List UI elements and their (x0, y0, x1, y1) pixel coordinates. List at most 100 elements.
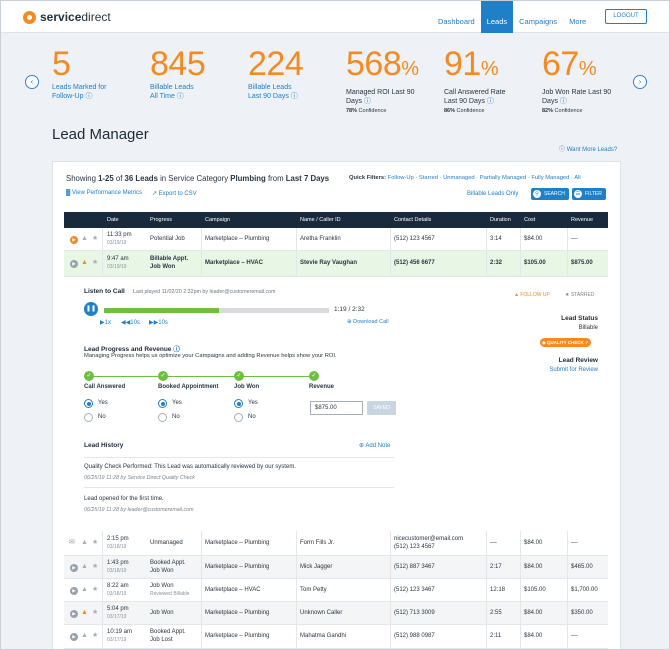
cell-cost: $84.00 (524, 610, 543, 616)
follow-up-icon[interactable]: ▲ (81, 539, 88, 546)
play-icon[interactable]: ▶ (70, 260, 78, 268)
step-check-icon: ✓ (158, 371, 168, 381)
table-row[interactable]: ✉ ▲ ★ 2:15 pm 03/18/19 Unmanaged Marketpl… (64, 531, 608, 556)
star-icon[interactable]: ★ (92, 235, 99, 242)
stat-billable-all[interactable]: 845 Billable Leads All Time ⓘ (150, 45, 206, 101)
logout-button[interactable]: LOGOUT (605, 9, 647, 24)
play-icon[interactable]: ▶ (70, 610, 78, 618)
info-icon[interactable]: ⓘ (173, 346, 180, 353)
table-row[interactable]: ▶ ▲ ★ 1:43 pm 03/18/19 Booked Appt. Job Wo… (64, 556, 608, 579)
nav-dashboard[interactable]: Dashboard (438, 17, 475, 26)
col-cost[interactable]: Cost (524, 217, 536, 223)
call-answered-yes-radio[interactable] (84, 399, 93, 408)
table-row-selected[interactable]: ▶ ▲ ★ 9:47 am 03/19/19 Billable Appt. Job … (64, 251, 608, 277)
job-won-no-radio[interactable] (234, 413, 243, 422)
play-icon[interactable]: ▶ (70, 564, 78, 572)
star-icon[interactable]: ★ (92, 609, 99, 616)
pause-icon[interactable]: ❚❚ (84, 302, 98, 316)
play-icon[interactable]: ▶ (70, 633, 78, 641)
info-icon[interactable]: ⓘ (290, 93, 298, 100)
stat-value: 224 (248, 45, 304, 83)
submit-review-link[interactable]: Submit for Review (549, 367, 598, 373)
stat-billable-90[interactable]: 224 Billable Leads Last 90 Days ⓘ (248, 45, 304, 101)
follow-up-icon[interactable]: ▲ (81, 563, 88, 570)
audio-progress-bar[interactable] (104, 308, 329, 313)
radio-label: Yes (172, 400, 182, 406)
download-call-link[interactable]: ⊕ Download Call (347, 319, 389, 325)
stat-value: 568% (346, 45, 419, 83)
col-progress[interactable]: Progress (150, 217, 173, 223)
plus-circle-icon: ⊕ (359, 443, 365, 449)
table-row[interactable]: ▶ ▲ ★ 5:04 pm 03/17/19 Job Won Marketplac… (64, 602, 608, 625)
quick-filters[interactable]: Quick Filters: Follow-Up · Starred · Unm… (349, 175, 581, 181)
filter-button[interactable]: ☰ FILTER (572, 188, 606, 200)
cell-duration: 2:11 (490, 633, 502, 639)
info-icon[interactable]: ⓘ (559, 98, 567, 105)
table-row[interactable]: ▶ ▲ ★ 10:19 am 03/17/19 Booked Appt. Job L… (64, 625, 608, 649)
carousel-prev-icon[interactable]: ‹ (25, 75, 39, 89)
table-row[interactable]: ▶ ▲ ★ 8:22 am 03/18/19 Job Won Reviewed Bi… (64, 579, 608, 602)
revenue-input[interactable]: $875.00 (310, 401, 363, 415)
info-icon[interactable]: ⓘ (85, 93, 93, 100)
follow-up-toggle[interactable]: ▲ FOLLOW UP (514, 292, 550, 298)
step-call-answered: Call Answered (84, 384, 126, 390)
export-csv-link[interactable]: ↗ Export to CSV (151, 191, 197, 197)
info-icon[interactable]: ⓘ (363, 98, 371, 105)
nav-more[interactable]: More (569, 17, 587, 26)
booked-no-radio[interactable] (158, 413, 167, 422)
add-note-button[interactable]: ⊕ Add Note (359, 443, 391, 449)
speed-button[interactable]: ▶1x (100, 320, 111, 326)
info-icon[interactable]: ⓘ (176, 93, 184, 100)
view-metrics-link[interactable]: ▓ View Performance Metrics (66, 190, 142, 196)
cell-duration: 2:55 (490, 610, 502, 616)
stat-label: Billable Leads Last 90 Days ⓘ (248, 84, 298, 100)
booked-yes-radio[interactable] (158, 399, 167, 408)
cell-date: 2:15 pm 03/18/19 (107, 536, 129, 550)
col-duration[interactable]: Duration (490, 217, 511, 223)
stat-value: 845 (150, 45, 206, 83)
starred-toggle[interactable]: ★ STARRED (565, 292, 595, 298)
billable-only-toggle[interactable]: Billable Leads Only (467, 191, 519, 197)
cell-revenue: –– (571, 540, 578, 546)
call-answered-no-radio[interactable] (84, 413, 93, 422)
brand-logo[interactable]: servicedirect (23, 10, 111, 24)
rewind-button[interactable]: ◀◀10s (121, 320, 140, 326)
col-date[interactable]: Date (107, 217, 119, 223)
col-name[interactable]: Name / Caller ID (300, 217, 341, 223)
table-row[interactable]: ▶ ▲ ★ 11:33 pm 03/19/19 Potential Job Mar… (64, 228, 608, 251)
step-revenue: Revenue (309, 384, 335, 390)
search-button[interactable]: ⚲ SEARCH (531, 188, 569, 200)
nav-campaigns[interactable]: Campaigns (519, 17, 558, 26)
follow-up-icon[interactable]: ▲ (81, 259, 88, 266)
want-more-leads-link[interactable]: ⓘ Want More Leads? (559, 147, 618, 153)
col-revenue[interactable]: Revenue (571, 217, 594, 223)
follow-up-icon[interactable]: ▲ (81, 586, 88, 593)
star-icon[interactable]: ★ (92, 259, 99, 266)
stat-label: Leads Marked for Follow-Up ⓘ (52, 84, 107, 100)
play-icon[interactable]: ▶ (70, 236, 78, 244)
star-icon[interactable]: ★ (92, 586, 99, 593)
stat-label: Billable Leads All Time ⓘ (150, 84, 194, 100)
star-icon[interactable]: ★ (92, 632, 99, 639)
cell-revenue: $875.00 (571, 260, 593, 266)
forward-button[interactable]: ▶▶10s (149, 320, 168, 326)
cell-duration: 2:17 (490, 564, 502, 570)
info-icon[interactable]: ⓘ (486, 98, 494, 105)
help-icon: ⓘ (559, 147, 566, 153)
mail-icon[interactable]: ✉ (69, 539, 75, 546)
saved-button[interactable]: SAVED (367, 401, 396, 415)
col-campaign[interactable]: Campaign (205, 217, 231, 223)
carousel-next-icon[interactable]: › (633, 75, 647, 89)
follow-up-icon[interactable]: ▲ (81, 609, 88, 616)
play-icon[interactable]: ▶ (70, 587, 78, 595)
follow-up-icon[interactable]: ▲ (81, 632, 88, 639)
job-won-yes-radio[interactable] (234, 399, 243, 408)
follow-up-icon[interactable]: ▲ (81, 235, 88, 242)
stat-followup[interactable]: 5 Leads Marked for Follow-Up ⓘ (52, 45, 106, 101)
col-contact[interactable]: Contact Details (394, 217, 432, 223)
star-icon[interactable]: ★ (92, 563, 99, 570)
star-icon[interactable]: ★ (92, 539, 99, 546)
nav-leads[interactable]: Leads (480, 1, 514, 33)
history-title: Lead History (84, 442, 124, 449)
table-header: Date Progress Campaign Name / Caller ID … (64, 212, 608, 228)
